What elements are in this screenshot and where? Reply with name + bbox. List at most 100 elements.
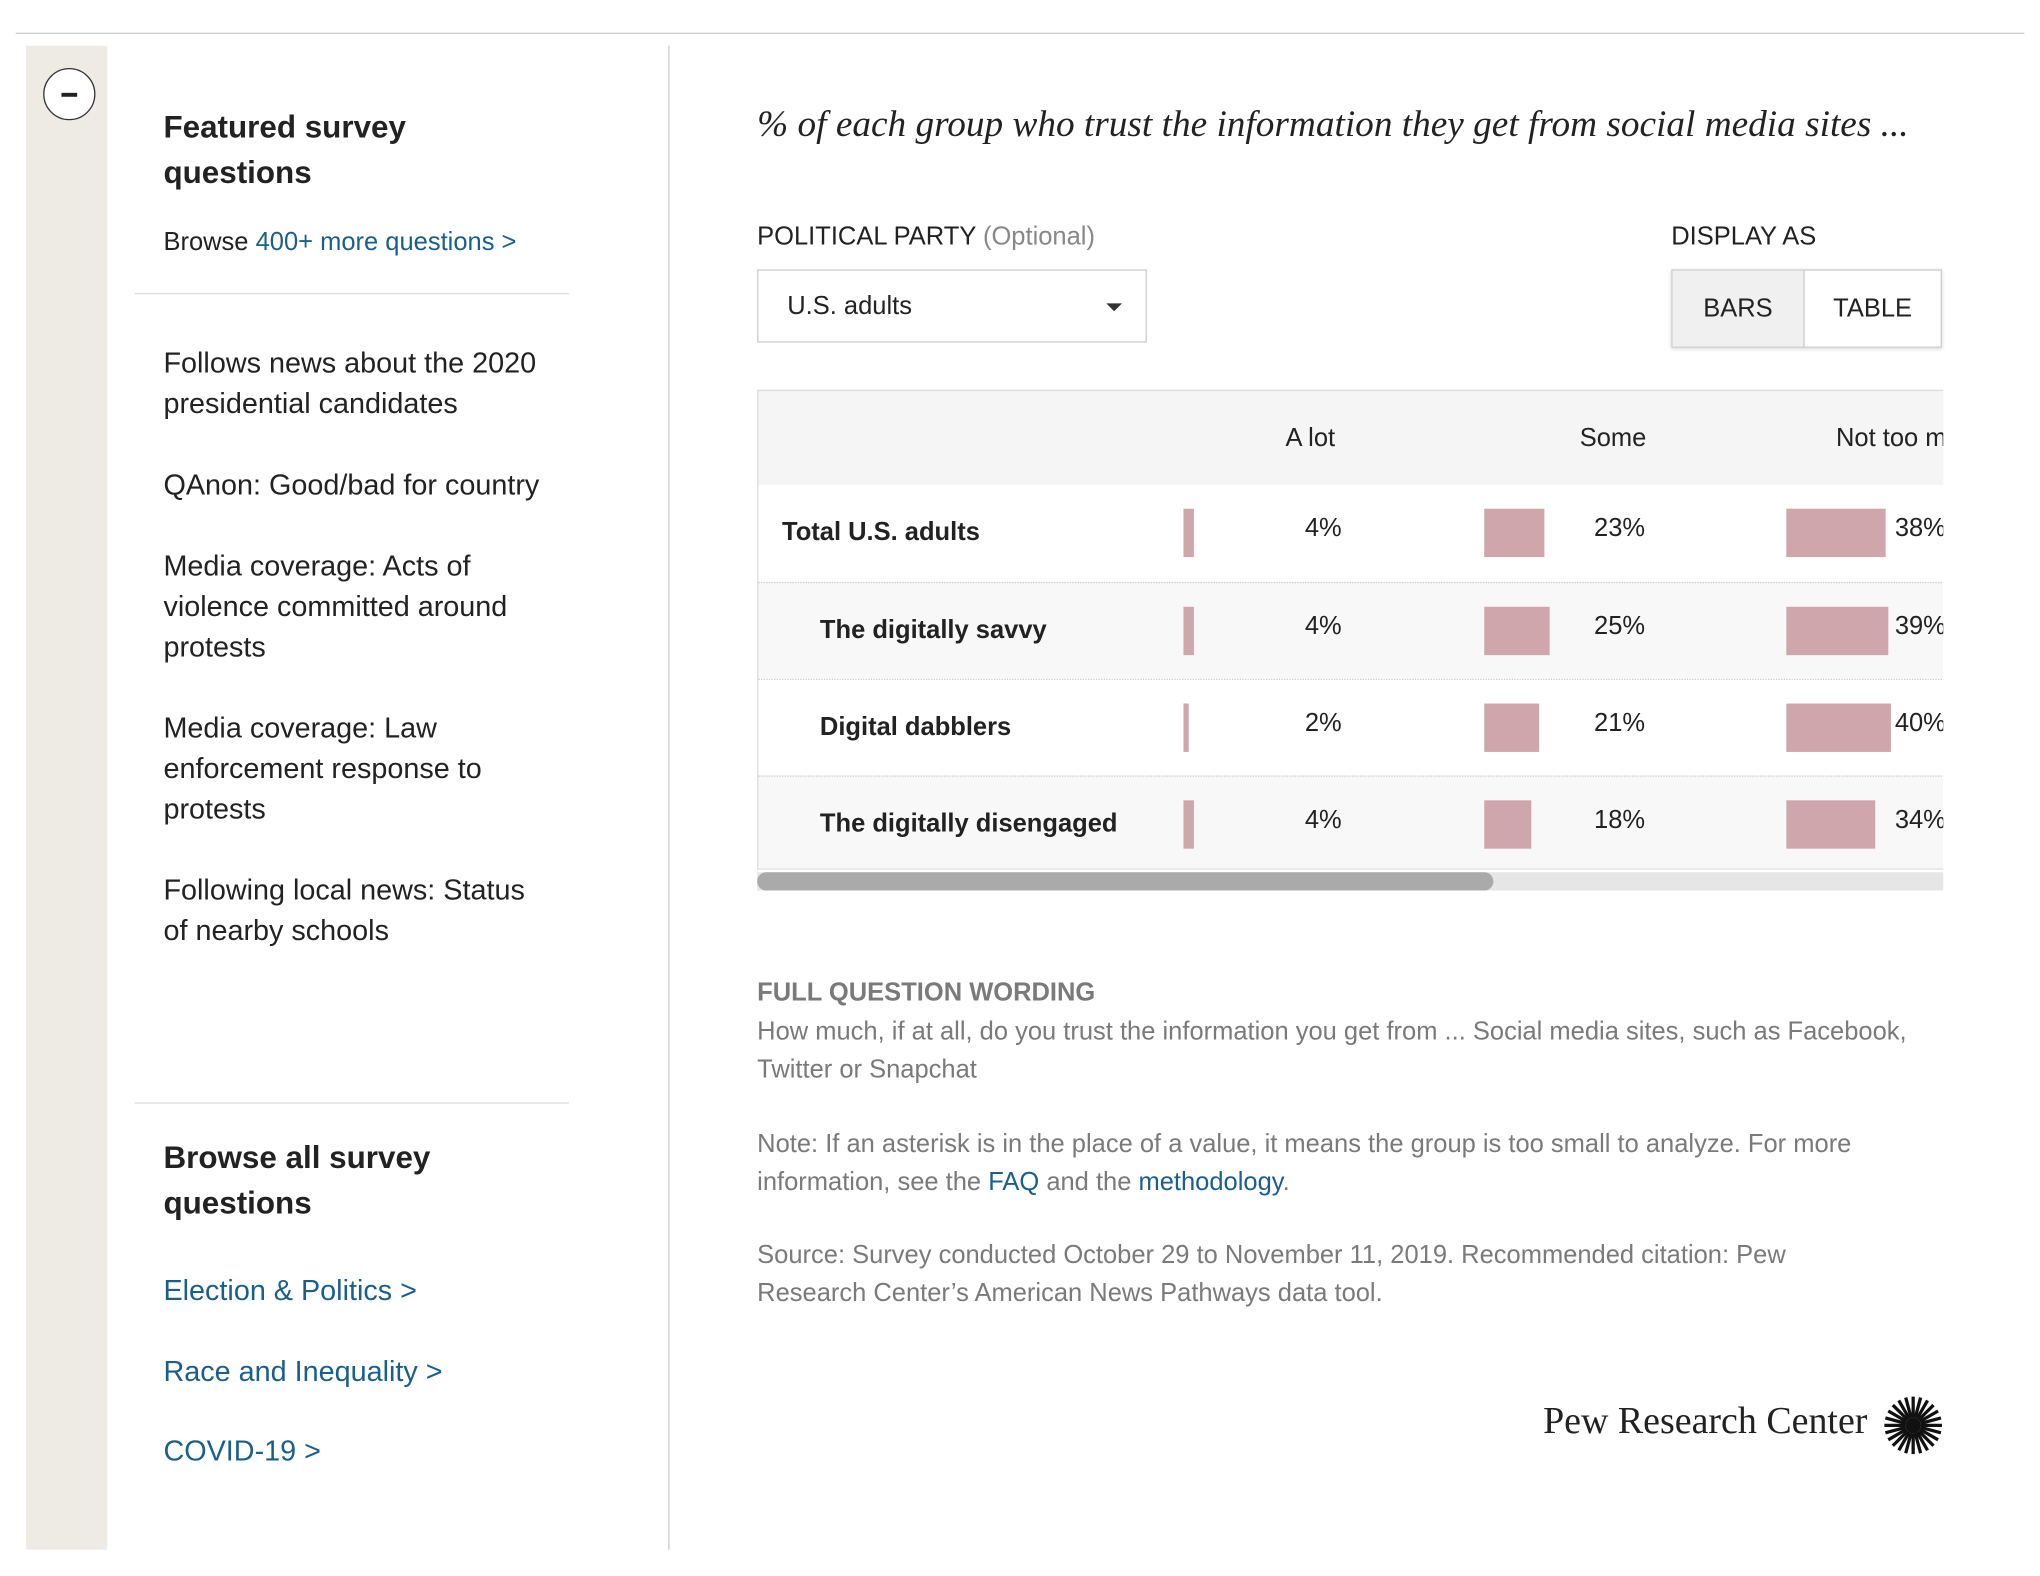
- filter-label: POLITICAL PARTY: [757, 222, 976, 252]
- bar: [1183, 703, 1189, 752]
- note-text: Note: If an asterisk is in the place of …: [757, 1129, 1852, 1197]
- wording-title: FULL QUESTION WORDING: [757, 978, 1096, 1007]
- browse-link[interactable]: 400+ more questions >: [255, 227, 517, 257]
- value-label: 18%: [1594, 805, 1646, 835]
- table-row: The digitally savvy 4% 25% 39%: [758, 581, 1944, 679]
- header-row: A lot Some Not too m: [758, 391, 1944, 486]
- value-label: 4%: [1304, 805, 1342, 835]
- featured-item: Follows news about the 2020 presidential…: [163, 346, 537, 420]
- filter-value: U.S. adults: [787, 291, 912, 321]
- row-label: Digital dabblers: [819, 712, 1012, 742]
- row-label: The digitally disengaged: [819, 809, 1118, 839]
- column-header: Not too m: [1836, 423, 1944, 453]
- top-rule: [15, 32, 2025, 35]
- logo-ray: [1913, 1397, 1923, 1419]
- display-toggle: BARS TABLE: [1671, 269, 1942, 348]
- bar: [1183, 606, 1194, 656]
- rule: [134, 1102, 569, 1104]
- bar: [1786, 703, 1891, 752]
- bar: [1786, 606, 1889, 656]
- table-row: The digitally disengaged 4% 18% 34%: [758, 775, 1944, 869]
- logo-ray: [1915, 1399, 1929, 1420]
- logo-ray: [1919, 1409, 1939, 1423]
- logo-ray: [1891, 1429, 1909, 1447]
- row-label: Total U.S. adults: [782, 517, 980, 547]
- browse-prefix: Browse: [163, 227, 249, 257]
- logo-ray: [1897, 1399, 1911, 1420]
- browse-all-title: Browse all survey questions: [163, 1140, 431, 1222]
- note-text: and the: [1046, 1167, 1132, 1197]
- logo-text: Pew Research Center: [1543, 1400, 1868, 1443]
- logo-ray: [1884, 1416, 1907, 1425]
- value-label: 21%: [1594, 708, 1646, 738]
- bars-button[interactable]: BARS: [1672, 270, 1805, 347]
- topic-link[interactable]: Race and Inequality >: [163, 1354, 443, 1387]
- data-table: A lot Some Not too m Total U.S. adults 4% 23%…: [757, 389, 1944, 870]
- logo-ray: [1887, 1427, 1908, 1442]
- value-label: 2%: [1304, 708, 1342, 738]
- value-label: 23%: [1594, 513, 1646, 543]
- value-label: 40%: [1894, 708, 1944, 738]
- topic-link[interactable]: Election & Politics >: [163, 1273, 417, 1307]
- browse-line: Browse 400+ more questions >: [163, 228, 516, 258]
- chart-title: % of each group who trust the informatio…: [757, 104, 1909, 146]
- divider: [668, 45, 670, 1550]
- filter-optional: (Optional): [982, 222, 1095, 252]
- bar: [1786, 508, 1886, 558]
- featured-item: Media coverage: Acts of violence committ…: [163, 549, 508, 664]
- logo-icon: [1884, 1396, 1942, 1455]
- featured-item: QAnon: Good/bad for country: [163, 468, 540, 501]
- logo-core: [1905, 1417, 1922, 1434]
- value-label: 4%: [1304, 612, 1342, 641]
- scrollbar[interactable]: [757, 872, 1944, 891]
- bar: [1484, 508, 1545, 558]
- table-row: Total U.S. adults 4% 23% 38%: [758, 485, 1944, 582]
- logo-ray: [1897, 1431, 1911, 1452]
- bar: [1183, 508, 1194, 558]
- logo-ray: [1904, 1397, 1913, 1419]
- column-header: Some: [1579, 423, 1647, 453]
- topic-link[interactable]: COVID-19 >: [163, 1434, 321, 1468]
- logo-ray: [1919, 1427, 1939, 1442]
- bar: [1484, 800, 1532, 849]
- source: Source: Survey conducted October 29 to N…: [757, 1241, 1786, 1308]
- logo-ray: [1917, 1429, 1935, 1447]
- logo-ray: [1917, 1403, 1935, 1422]
- logo-ray: [1913, 1432, 1923, 1454]
- value-label: 25%: [1594, 612, 1646, 641]
- collapse-button[interactable]: [43, 68, 96, 121]
- logo-ray: [1891, 1403, 1909, 1422]
- table-row: Digital dabblers 2% 21% 40%: [758, 678, 1944, 776]
- sidebar-strip: [26, 45, 108, 1550]
- logo-ray: [1884, 1425, 1907, 1435]
- bar: [1183, 800, 1194, 849]
- bar: [1484, 606, 1550, 656]
- featured-list: Follows news about the 2020 presidential…: [163, 343, 555, 992]
- column-header: A lot: [1285, 423, 1336, 453]
- bar: [1786, 800, 1876, 849]
- featured-item: Media coverage: Law enforcement response…: [163, 711, 482, 826]
- table-button[interactable]: TABLE: [1833, 293, 1913, 323]
- featured-item: Following local news: Status of nearby s…: [163, 873, 525, 947]
- value-label: 4%: [1304, 513, 1342, 543]
- display-label: DISPLAY AS: [1671, 222, 1817, 252]
- topic-list: Election & Politics > Race and Inequality…: [163, 1274, 442, 1515]
- value-label: 39%: [1894, 612, 1944, 641]
- methodology-link[interactable]: methodology: [1138, 1167, 1283, 1197]
- rule: [134, 292, 569, 295]
- note-text: .: [1282, 1167, 1290, 1197]
- value-label: 38%: [1894, 513, 1944, 543]
- logo-ray: [1920, 1425, 1942, 1435]
- filter-select[interactable]: U.S. adults: [757, 269, 1147, 343]
- wording: How much, if at all, do you trust the in…: [757, 1017, 1907, 1085]
- logo-ray: [1915, 1431, 1929, 1452]
- logo-ray: [1920, 1416, 1942, 1425]
- logo-ray: [1887, 1409, 1908, 1423]
- featured-title: Featured survey questions: [163, 109, 406, 191]
- logo-ray: [1904, 1432, 1913, 1454]
- faq-link[interactable]: FAQ: [988, 1167, 1040, 1197]
- bar: [1484, 703, 1540, 752]
- row-label: The digitally savvy: [819, 615, 1047, 645]
- filter-label-line: POLITICAL PARTY (Optional): [757, 222, 1095, 252]
